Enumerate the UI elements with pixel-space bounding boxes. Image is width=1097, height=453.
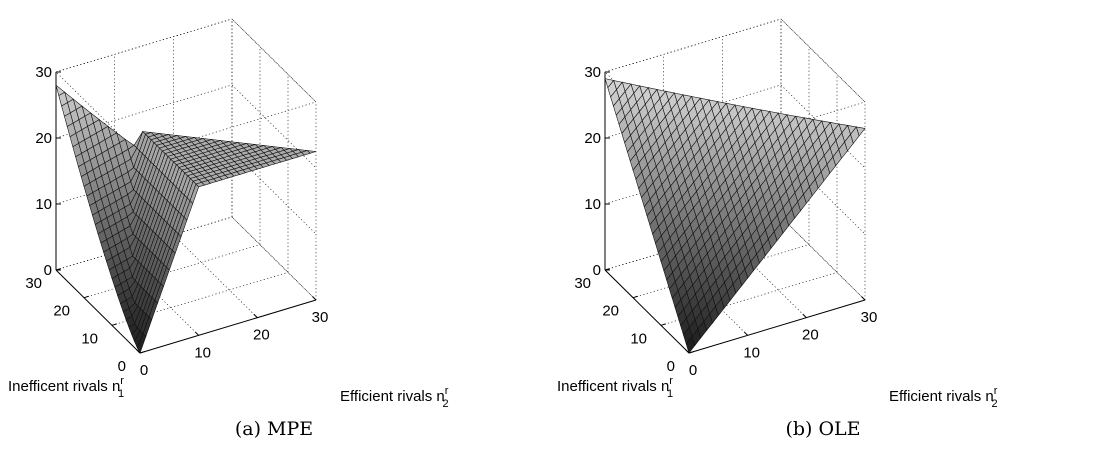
z-tick-label: 10 xyxy=(584,196,601,213)
grid-wall-line xyxy=(780,216,866,301)
n2-tick xyxy=(685,349,690,354)
n2-axis-label: Efficient rivals nr 2 xyxy=(889,385,998,410)
surface-patch xyxy=(685,335,696,354)
n1-tick xyxy=(604,268,610,271)
grid-wall-line xyxy=(604,18,782,73)
panel-ole: 0 10 20 30 0 10 20 30 0 10 20 30 Inefficent rivals n… xyxy=(549,0,1097,453)
n1-tick-label: 20 xyxy=(53,303,70,320)
n1-axis-label: Inefficent rivals nr 1 xyxy=(557,375,673,400)
n1-axis-line xyxy=(55,269,141,354)
n1-tick xyxy=(83,295,89,299)
n1-tick-label: 30 xyxy=(25,275,42,292)
z-tick-label: 10 xyxy=(35,196,52,213)
n2-tick-label: 20 xyxy=(802,327,819,344)
caption-ole: (b) OLE xyxy=(785,418,861,440)
n2-axis-label: Efficient rivals nr 2 xyxy=(340,385,449,410)
n1-tick xyxy=(111,323,117,326)
n2-tick xyxy=(194,331,200,336)
box-edge xyxy=(604,18,782,73)
panel-mpe: 0 10 20 30 0 10 20 30 0 10 20 30 Inefficent rivals n… xyxy=(0,0,548,453)
n2-tick xyxy=(802,313,807,319)
box-edge xyxy=(55,18,233,73)
n1-tick-label: 10 xyxy=(81,330,98,347)
n2-tick-label: 30 xyxy=(861,309,878,326)
n2-axis-line xyxy=(139,299,317,354)
z-tick-label: 20 xyxy=(584,130,601,147)
axes xyxy=(55,71,317,354)
n1-tick xyxy=(632,295,638,299)
n2-tick xyxy=(253,313,258,319)
z-tick-label: 30 xyxy=(584,64,601,81)
z-tick-label: 0 xyxy=(44,262,52,279)
z-tick-label: 30 xyxy=(35,64,52,81)
caption-mpe: (a) MPE xyxy=(234,418,314,440)
grid-wall-line xyxy=(55,18,233,73)
n1-tick xyxy=(139,351,145,354)
n1-axis-label: Inefficent rivals nr 1 xyxy=(8,375,124,400)
n2-axis-line xyxy=(688,299,866,354)
surface-mpe xyxy=(55,84,317,354)
n1-tick xyxy=(688,351,694,354)
box-edge xyxy=(780,18,866,103)
surface-ole xyxy=(604,78,866,354)
n1-tick xyxy=(55,268,61,271)
grid-floor-line xyxy=(173,234,258,318)
n2-tick-label: 20 xyxy=(253,327,270,344)
n2-tick xyxy=(743,331,749,336)
n2-tick xyxy=(312,296,317,301)
n2-tick xyxy=(861,296,866,301)
grid-floor-line xyxy=(231,216,317,301)
grid-wall-line xyxy=(780,18,866,103)
grid-wall-line xyxy=(231,216,317,301)
n1-tick-label: 0 xyxy=(667,358,675,375)
n1-tick-label: 10 xyxy=(630,330,647,347)
n2-tick-label: 0 xyxy=(689,362,697,379)
n1-tick-label: 20 xyxy=(602,303,619,320)
n2-tick-label: 0 xyxy=(140,362,148,379)
n2-tick-label: 10 xyxy=(194,344,211,361)
z-tick-label: 20 xyxy=(35,130,52,147)
z-tick-label: 0 xyxy=(593,262,601,279)
n1-tick xyxy=(660,323,666,326)
box-edge xyxy=(231,18,317,103)
grid-wall-line xyxy=(231,18,317,103)
n2-tick-label: 30 xyxy=(312,309,329,326)
surface-patch xyxy=(136,333,147,354)
grid-floor-line xyxy=(780,216,866,301)
n1-axis-line xyxy=(604,269,690,354)
n2-tick-label: 10 xyxy=(743,344,760,361)
axes xyxy=(604,71,866,354)
n1-tick-label: 0 xyxy=(118,358,126,375)
n1-tick-label: 30 xyxy=(574,275,591,292)
